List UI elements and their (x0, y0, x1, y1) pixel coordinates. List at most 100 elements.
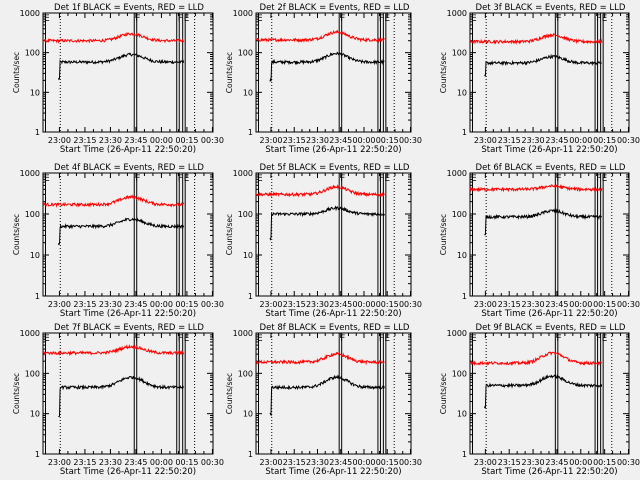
x-tick-label: 00:00 (352, 300, 375, 309)
x-tick-label: 23:15 (498, 458, 521, 467)
y-tick-label: 100 (238, 49, 253, 58)
x-axis-label: Start Time (26-Apr-11 22:50:20) (60, 309, 196, 319)
series-line-lld (469, 33, 603, 45)
x-tick-label: 23:45 (124, 458, 147, 467)
x-tick-label: 23:15 (283, 300, 306, 309)
series-line-lld (42, 194, 185, 208)
x-tick-label: 23:00 (259, 136, 282, 145)
x-tick-label: 00:30 (399, 136, 422, 145)
marker-label: E (184, 14, 190, 24)
marker-label: F (556, 174, 561, 184)
y-tick-label: 1 (35, 128, 40, 137)
y-tick-label: 1000 (20, 9, 40, 18)
y-axis-label: Counts/sec (12, 373, 21, 414)
y-axis-label: Counts/sec (225, 373, 234, 414)
x-tick-label: 00:30 (201, 300, 224, 309)
x-tick-label: 00:00 (569, 458, 592, 467)
y-axis-label: Counts/sec (439, 373, 448, 414)
marker-label: F (178, 14, 183, 24)
x-axis-label: Start Time (26-Apr-11 22:50:20) (481, 145, 617, 155)
x-tick-label: 23:00 (259, 300, 282, 309)
series-line-events (269, 205, 385, 241)
y-tick-label: 1 (35, 450, 40, 459)
marker-label: E (471, 174, 477, 184)
axes-frame (42, 172, 214, 297)
marker-label: E (44, 174, 50, 184)
axes-frame (469, 12, 630, 133)
axes-frame (255, 332, 412, 455)
x-tick-label: 23:15 (283, 458, 306, 467)
marker-label: E (602, 334, 608, 344)
x-tick-label: 00:00 (150, 136, 173, 145)
x-tick-label: 23:45 (124, 300, 147, 309)
y-tick-label: 10 (457, 410, 467, 419)
x-tick-label: 23:15 (73, 300, 96, 309)
marker-label: F (340, 174, 345, 184)
x-axis-label: Start Time (26-Apr-11 22:50:20) (265, 309, 401, 319)
panel-title: Det 1f BLACK = Events, RED = LLD (54, 3, 204, 13)
marker-label: E (184, 334, 190, 344)
y-axis-label: Counts/sec (439, 214, 448, 255)
series-line-events (484, 53, 602, 77)
series-line-events (269, 374, 385, 417)
series-line-lld (255, 29, 385, 43)
y-tick-label: 10 (30, 251, 40, 260)
x-tick-label: 23:30 (306, 458, 329, 467)
panel-title: Det 8f BLACK = Events, RED = LLD (260, 323, 410, 333)
series-line-events (483, 373, 603, 409)
x-tick-label: 00:15 (376, 300, 399, 309)
y-axis-label: Counts/sec (439, 52, 448, 93)
marker-label: E (44, 14, 50, 24)
x-tick-label: 23:30 (99, 300, 122, 309)
y-tick-label: 1 (248, 450, 253, 459)
panel-title: Det 5f BLACK = Events, RED = LLD (260, 163, 410, 173)
x-axis-label: Start Time (26-Apr-11 22:50:20) (265, 145, 401, 155)
x-axis-label: Start Time (26-Apr-11 22:50:20) (481, 309, 617, 319)
y-tick-label: 100 (238, 210, 253, 219)
x-tick-label: 23:00 (48, 300, 71, 309)
x-tick-label: 00:00 (352, 136, 375, 145)
x-tick-label: 23:45 (545, 458, 568, 467)
y-tick-label: 10 (243, 88, 253, 97)
panel-title: Det 9f BLACK = Events, RED = LLD (476, 323, 626, 333)
y-tick-label: 100 (452, 49, 467, 58)
x-tick-label: 00:00 (569, 136, 592, 145)
x-tick-label: 00:00 (569, 300, 592, 309)
series-line-events (57, 217, 185, 246)
marker-label: E (471, 14, 477, 24)
x-tick-label: 23:45 (329, 136, 352, 145)
marker-label: E (184, 174, 190, 184)
marker-label: E (602, 14, 608, 24)
x-tick-label: 23:00 (259, 458, 282, 467)
x-tick-label: 00:30 (617, 136, 640, 145)
series-line-lld (255, 184, 385, 198)
marker-label: E (44, 334, 50, 344)
y-tick-label: 1000 (233, 329, 253, 338)
x-tick-label: 00:15 (593, 458, 616, 467)
x-tick-label: 23:45 (329, 300, 352, 309)
x-tick-label: 23:30 (306, 136, 329, 145)
x-tick-label: 23:00 (48, 136, 71, 145)
marker-label: E (471, 334, 477, 344)
y-tick-label: 100 (452, 369, 467, 378)
x-tick-label: 00:15 (593, 300, 616, 309)
x-tick-label: 23:15 (73, 136, 96, 145)
marker-label: F (596, 14, 601, 24)
x-tick-label: 23:15 (73, 458, 96, 467)
marker-label: F (135, 334, 140, 344)
x-tick-label: 00:15 (376, 458, 399, 467)
marker-label: F (596, 334, 601, 344)
panel-title: Det 3f BLACK = Events, RED = LLD (476, 3, 626, 13)
y-tick-label: 1 (35, 292, 40, 301)
marker-label: E (257, 14, 263, 24)
marker-label: F (135, 14, 140, 24)
marker-label: F (178, 334, 183, 344)
x-tick-label: 23:45 (545, 300, 568, 309)
y-tick-label: 1000 (447, 329, 467, 338)
x-tick-label: 23:45 (545, 136, 568, 145)
